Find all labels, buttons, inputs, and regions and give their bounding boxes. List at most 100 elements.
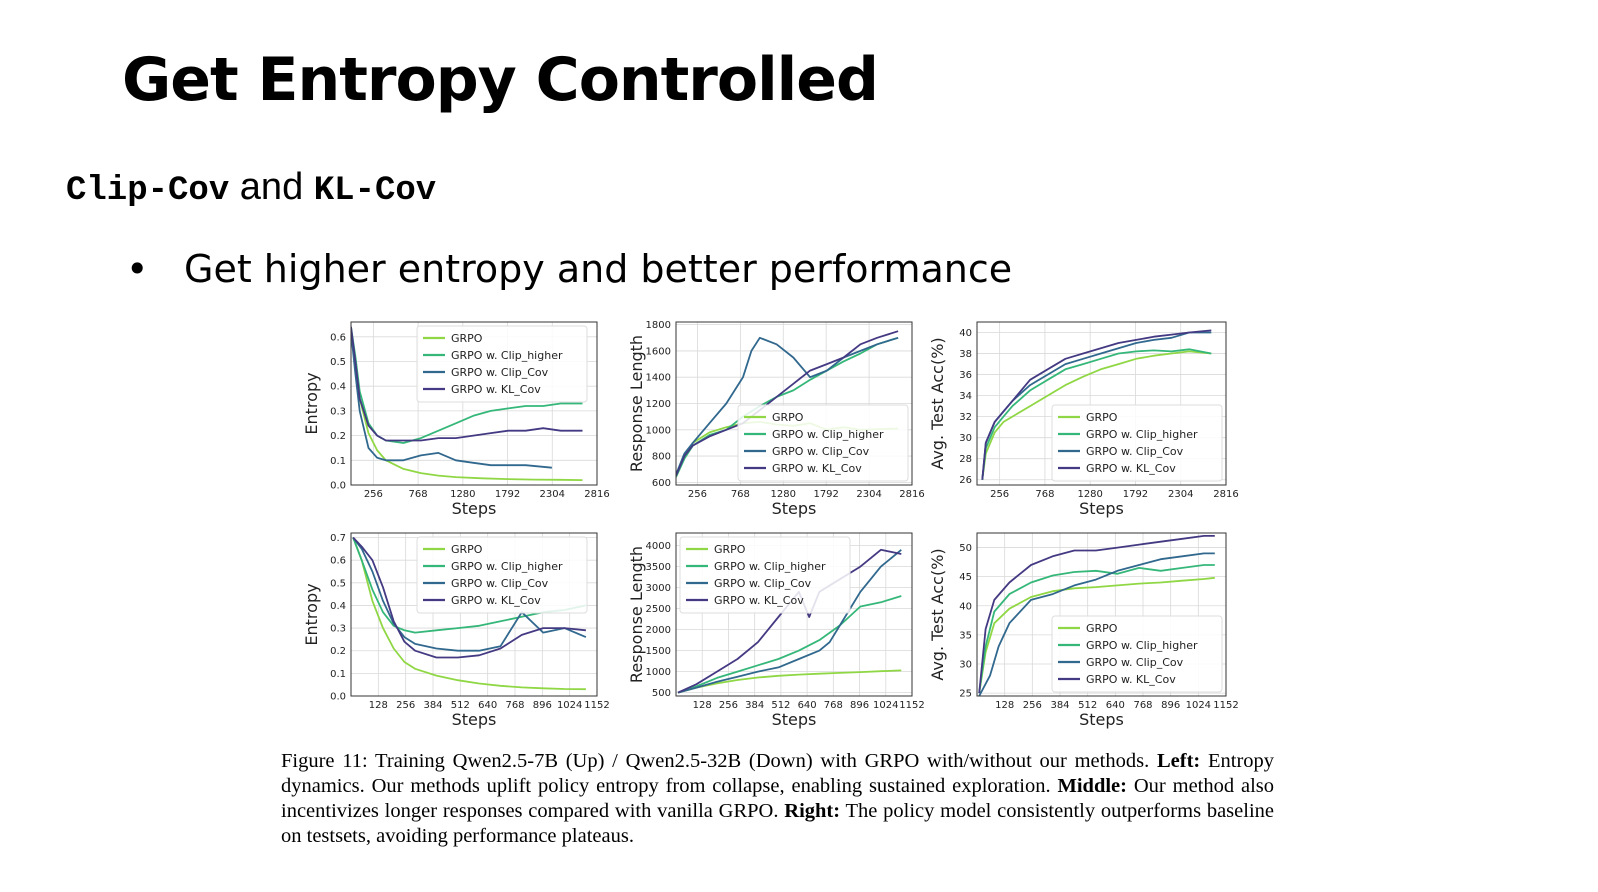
series-line-4 — [676, 330, 899, 477]
y-tick-label: 0.1 — [330, 669, 346, 680]
legend-label: GRPO w. KL_Cov — [714, 594, 804, 607]
x-tick-label: 1024 — [1186, 700, 1211, 711]
y-tick-label: 32 — [959, 412, 972, 423]
caption-right-label: Right: — [784, 800, 841, 822]
x-axis-label: Steps — [452, 710, 497, 729]
y-tick-label: 0.0 — [330, 692, 346, 703]
x-tick-label: 2816 — [899, 489, 924, 500]
legend-label: GRPO w. Clip_higher — [714, 560, 826, 573]
x-tick-label: 384 — [1050, 700, 1069, 711]
legend-box — [1051, 404, 1223, 482]
x-axis-label: Steps — [772, 499, 817, 518]
legend-label: GRPO w. KL_Cov — [1086, 462, 1176, 475]
bullet-marker: • — [126, 247, 149, 291]
bullet-text: Get higher entropy and better performanc… — [184, 247, 1013, 291]
caption-middle-label: Middle: — [1057, 775, 1127, 797]
y-tick-label: 0.2 — [330, 431, 346, 442]
x-tick-label: 512 — [1078, 700, 1097, 711]
caption-lead: Figure 11: Training Qwen2.5-7B (Up) / Qw… — [281, 750, 1150, 772]
x-tick-label: 256 — [1023, 700, 1042, 711]
x-tick-label: 1792 — [813, 489, 838, 500]
y-tick-label: 36 — [959, 370, 972, 381]
series-line-1 — [352, 537, 586, 691]
subtitle-and: and — [239, 166, 304, 208]
x-tick-label: 256 — [688, 489, 707, 500]
x-tick-label: 2816 — [1213, 489, 1238, 500]
legend-label: GRPO w. KL_Cov — [451, 594, 541, 607]
x-tick-label: 1280 — [450, 489, 475, 500]
y-tick-label: 0.6 — [330, 556, 346, 567]
x-tick-label: 1024 — [873, 700, 898, 711]
y-tick-label: 3500 — [646, 562, 671, 573]
legend-label: GRPO w. KL_Cov — [451, 383, 541, 396]
y-tick-label: 800 — [652, 452, 671, 463]
x-tick-label: 1792 — [495, 489, 520, 500]
x-tick-label: 896 — [533, 700, 552, 711]
x-tick-label: 384 — [745, 700, 764, 711]
clip-cov-code: Clip-Cov — [66, 172, 230, 210]
x-tick-label: 1152 — [899, 700, 924, 711]
x-axis-label: Steps — [772, 710, 817, 729]
x-tick-label: 1792 — [1123, 489, 1148, 500]
y-tick-label: 0.4 — [330, 382, 346, 393]
x-tick-label: 1280 — [1077, 489, 1102, 500]
y-tick-label: 38 — [959, 349, 972, 360]
x-tick-label: 768 — [1035, 489, 1054, 500]
y-tick-label: 1500 — [646, 646, 671, 657]
x-tick-label: 768 — [409, 489, 428, 500]
caption-right-text: The policy model consistently outperform… — [281, 800, 1274, 847]
legend: GRPO GRPO w. Clip_higher GRPO w. Clip_Cov G… — [416, 536, 588, 614]
legend-box — [737, 404, 909, 482]
series-line-2 — [677, 595, 902, 694]
y-tick-label: 40 — [959, 328, 972, 339]
y-tick-label: 0.5 — [330, 357, 346, 368]
x-tick-label: 640 — [798, 700, 817, 711]
legend-label: GRPO w. KL_Cov — [1086, 673, 1176, 686]
y-tick-label: 1600 — [646, 346, 671, 357]
x-tick-label: 128 — [995, 700, 1014, 711]
x-tick-label: 640 — [478, 700, 497, 711]
y-tick-label: 0.2 — [330, 646, 346, 657]
y-tick-label: 1000 — [646, 667, 671, 678]
x-tick-label: 640 — [1106, 700, 1125, 711]
x-tick-label: 256 — [396, 700, 415, 711]
chart-5: 500 1000 1500 2000 2500 3000 3500 4000 128 256 384… — [627, 532, 925, 729]
x-tick-label: 1152 — [1213, 700, 1238, 711]
legend-label: GRPO w. Clip_Cov — [451, 577, 549, 590]
legend-label: GRPO — [1086, 622, 1118, 635]
series-line-2 — [352, 537, 587, 634]
y-tick-label: 1000 — [646, 425, 671, 436]
y-axis-label: Avg. Test Acc(%) — [928, 548, 947, 680]
y-tick-label: 0.3 — [330, 406, 346, 417]
legend-label: GRPO — [714, 543, 746, 556]
series-line-2 — [351, 326, 583, 444]
x-tick-label: 2304 — [856, 489, 881, 500]
plot-frame — [976, 321, 1227, 486]
legend-label: GRPO — [451, 543, 483, 556]
series-line-3 — [351, 331, 552, 469]
y-tick-label: 28 — [959, 454, 972, 465]
legend-label: GRPO — [772, 411, 804, 424]
chart-4: 0.0 0.1 0.2 0.3 0.4 0.5 0.6 0.7 128 256 384 512 640 7… — [302, 532, 610, 729]
series-line-1 — [677, 669, 902, 694]
legend-label: GRPO w. Clip_Cov — [714, 577, 812, 590]
legend-label: GRPO w. Clip_higher — [1086, 428, 1198, 441]
x-tick-label: 128 — [693, 700, 712, 711]
series-line-3 — [676, 336, 899, 475]
x-tick-label: 896 — [1161, 700, 1180, 711]
y-tick-label: 0.5 — [330, 578, 346, 589]
x-tick-label: 384 — [423, 700, 442, 711]
y-axis-label: Response Length — [627, 335, 646, 472]
y-axis-label: Entropy — [302, 372, 321, 434]
x-tick-label: 768 — [1133, 700, 1152, 711]
chart-2: 600 800 1000 1200 1400 1600 1800 256 768 1280 1792… — [627, 320, 925, 518]
series-line-4 — [352, 536, 586, 659]
chart-6: 25 30 35 40 45 50 128 256 384 512 640 768 896 1024 115… — [928, 532, 1239, 729]
legend-box — [1051, 615, 1223, 693]
chart-3: 26 28 30 32 34 36 38 40 256 768 1280 1792 2304 2816 St… — [928, 321, 1239, 518]
x-tick-label: 128 — [369, 700, 388, 711]
series-line-4 — [978, 535, 1215, 694]
legend-label: GRPO w. Clip_Cov — [451, 366, 549, 379]
y-tick-label: 1800 — [646, 320, 671, 331]
series-line-4 — [981, 329, 1212, 480]
